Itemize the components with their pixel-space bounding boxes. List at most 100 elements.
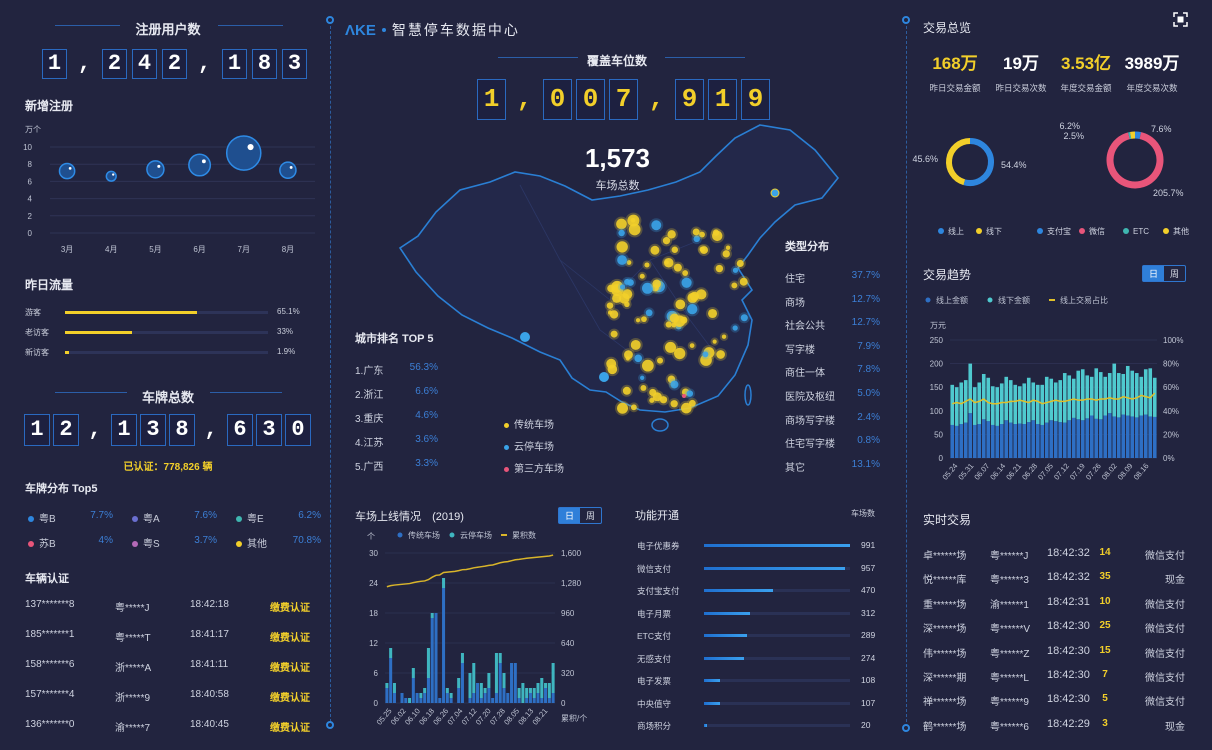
y-tick-label: 2 bbox=[28, 212, 33, 221]
traditional-lot-point bbox=[640, 385, 647, 391]
donut-label: 54.4% bbox=[1001, 160, 1027, 170]
auth-cell: 136*******0 bbox=[25, 719, 75, 730]
title-decoration bbox=[665, 50, 745, 58]
x-tick-label: 06.07 bbox=[972, 462, 991, 482]
kpi-label: 年度交易金额 bbox=[1060, 83, 1112, 93]
city-rank-title: 城市排名 TOP 5 bbox=[355, 333, 434, 345]
cloud-lot-point bbox=[670, 380, 679, 389]
cloud-lot-point bbox=[599, 372, 609, 382]
traditional-lot-point bbox=[627, 214, 640, 227]
traditional-lot-point bbox=[665, 341, 677, 353]
realtime-cell: 14 bbox=[1099, 547, 1111, 558]
legend-dot-icon bbox=[132, 516, 138, 523]
toggle-week[interactable]: 周 bbox=[586, 511, 596, 521]
bar-传统车场 bbox=[532, 698, 536, 703]
fullscreen-icon[interactable] bbox=[1173, 12, 1188, 27]
y-right-tick-label: 1,280 bbox=[561, 579, 582, 588]
bar-传统车场 bbox=[494, 693, 498, 703]
bar-线下金额 bbox=[1040, 384, 1045, 425]
bar-传统车场 bbox=[513, 663, 517, 703]
y-axis-unit: 万个 bbox=[25, 125, 41, 134]
plate-legend-item: 粤E 6.2% bbox=[236, 510, 321, 525]
bubble-highlight bbox=[68, 167, 72, 170]
bar-云停车场 bbox=[551, 663, 555, 693]
bar-线上金额 bbox=[1098, 419, 1103, 458]
lots-online-chart: 个 传统车场 云停车场 累积数 0 0 6 320 12 640 18 960 24 1,280 30 1,6… bbox=[367, 530, 587, 727]
bubble-point bbox=[225, 135, 262, 171]
donut-slice-微信 bbox=[1106, 132, 1164, 189]
traditional-lot-point bbox=[722, 250, 730, 258]
plate-label: 粤A bbox=[143, 514, 160, 525]
trend-toggle[interactable]: 日 周 bbox=[1142, 265, 1187, 282]
legend-label: 微信 bbox=[1089, 226, 1105, 236]
bar-云停车场 bbox=[502, 673, 506, 688]
new-registrations-bubble-chart: 万个 0 2 4 6 8 10 3月 4月 5月 6月 7月 8月 bbox=[23, 125, 315, 254]
traditional-lot-point bbox=[696, 289, 707, 300]
map-legend-item[interactable]: 云停车场 bbox=[504, 438, 554, 453]
feature-track bbox=[704, 566, 850, 570]
feature-label: 微信支付 bbox=[637, 563, 672, 574]
realtime-cell: 7 bbox=[1102, 669, 1108, 680]
feature-value: 107 bbox=[861, 697, 876, 708]
digit-box bbox=[42, 49, 67, 79]
realtime-cell: 粤******3 bbox=[990, 575, 1029, 587]
bar-云停车场 bbox=[521, 683, 525, 703]
auth-cell: 缴费认证 bbox=[270, 723, 310, 734]
kpi-value: 168万 bbox=[932, 54, 978, 73]
y-right-tick-label: 100% bbox=[1163, 336, 1183, 345]
auth-cell: 浙*****9 bbox=[115, 693, 151, 704]
bar-线上金额 bbox=[1085, 418, 1090, 458]
toggle-day[interactable]: 日 bbox=[1143, 266, 1165, 281]
traditional-lot-point bbox=[675, 299, 686, 310]
legend-dot-icon bbox=[236, 541, 242, 548]
map-legend-item[interactable]: 第三方车场 bbox=[504, 460, 564, 475]
map-legend-item[interactable]: 传统车场 bbox=[504, 416, 554, 431]
realtime-cell: 3 bbox=[1102, 717, 1108, 729]
legend-dot-icon bbox=[987, 297, 993, 303]
toggle-week[interactable]: 周 bbox=[1170, 269, 1180, 279]
y-left-unit: 万元 bbox=[930, 321, 946, 330]
traditional-lot-point bbox=[699, 231, 705, 238]
logo: ΛKE bbox=[345, 21, 376, 39]
registered-users-counter: 1,242,183 bbox=[42, 49, 307, 79]
bar-线上金额 bbox=[1103, 415, 1108, 458]
y-right-tick-label: 40% bbox=[1163, 407, 1179, 416]
bar-传统车场 bbox=[502, 688, 506, 703]
plates-total-counter: 12,138,630 bbox=[24, 414, 311, 446]
bar-线下金额 bbox=[986, 377, 991, 422]
traditional-lot-point bbox=[715, 264, 724, 273]
plate-label: 粤S bbox=[143, 539, 160, 550]
cloud-lot-point bbox=[681, 277, 692, 288]
bar-云停车场 bbox=[536, 683, 540, 693]
bar-线上金额 bbox=[968, 413, 973, 458]
x-tick-label: 08.02 bbox=[1100, 462, 1119, 482]
digit-box bbox=[222, 49, 247, 79]
bar-传统车场 bbox=[506, 693, 510, 703]
y-tick-label: 0 bbox=[28, 229, 33, 238]
bar-线上金额 bbox=[1152, 416, 1157, 458]
toggle-day[interactable]: 日 bbox=[559, 508, 581, 523]
feature-track bbox=[704, 634, 850, 637]
plate-value: 6.2% bbox=[298, 510, 321, 521]
type-dist-title: 类型分布 bbox=[785, 241, 829, 253]
third-party-lot-point bbox=[682, 394, 686, 398]
realtime-cell: 伟******场 bbox=[923, 648, 967, 660]
donut-label: 6.2% bbox=[1059, 121, 1080, 131]
traditional-lot-point bbox=[607, 364, 618, 375]
feature-bar-fill bbox=[704, 544, 850, 547]
lots-total-label: 车场总数 bbox=[595, 180, 640, 192]
bar-线下金额 bbox=[1053, 382, 1058, 422]
cloud-lot-point bbox=[651, 220, 662, 231]
traditional-lot-point bbox=[624, 350, 633, 360]
lots-online-toggle[interactable]: 日 周 bbox=[558, 507, 603, 524]
bar-线上金额 bbox=[1013, 424, 1018, 458]
bar-线下金额 bbox=[1107, 373, 1112, 414]
bar-传统车场 bbox=[472, 693, 476, 703]
divider-right bbox=[906, 26, 907, 722]
legend-dot-icon bbox=[28, 516, 34, 523]
bar-云停车场 bbox=[445, 688, 449, 693]
bar-线下金额 bbox=[977, 382, 982, 425]
feature-value: 470 bbox=[861, 585, 876, 595]
donut-slice-支付宝 bbox=[1134, 131, 1142, 140]
